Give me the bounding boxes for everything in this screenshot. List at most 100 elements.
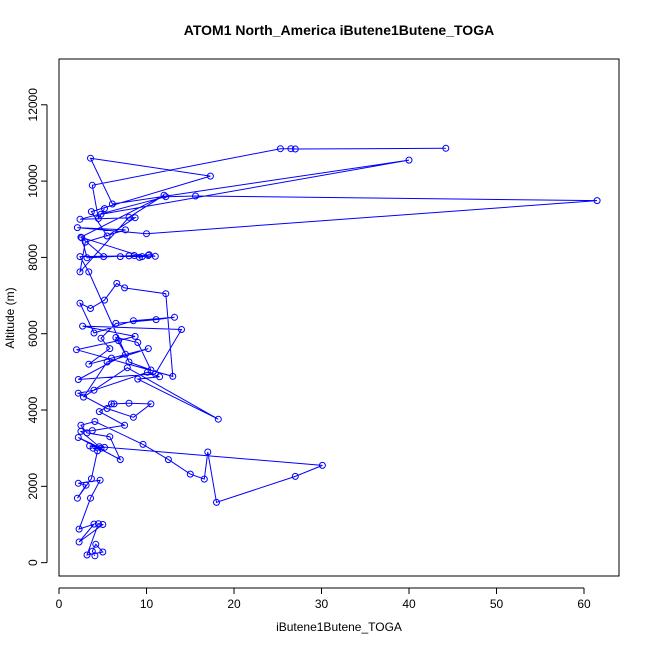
data-point: [213, 498, 220, 506]
data-point: [101, 205, 108, 213]
y-tick-label: 2000: [26, 473, 40, 500]
data-point: [186, 470, 194, 478]
chart-title: ATOM1 North_America iButene1Butene_TOGA: [184, 22, 494, 38]
data-point: [103, 358, 111, 366]
data-point: [130, 252, 138, 259]
data-point: [121, 284, 129, 292]
x-tick-label: 10: [140, 597, 154, 611]
data-point: [152, 316, 160, 324]
y-axis-label: Altitude (m): [3, 287, 17, 348]
data-point: [76, 215, 84, 223]
data-point: [77, 233, 85, 241]
data-point: [106, 345, 114, 353]
data-point: [99, 548, 107, 556]
data-point: [80, 393, 87, 401]
data-point: [112, 334, 120, 341]
data-point: [143, 230, 150, 238]
y-tick-label: 6000: [26, 320, 40, 347]
data-point: [89, 444, 97, 452]
data-point: [76, 299, 84, 307]
data-point: [88, 547, 96, 555]
data-point: [96, 476, 104, 484]
data-point: [162, 290, 170, 298]
data-point: [88, 181, 96, 189]
data-point: [85, 268, 93, 276]
y-tick-label: 8000: [26, 244, 40, 271]
data-point: [291, 472, 299, 480]
data-point: [92, 540, 100, 548]
data-point: [101, 443, 108, 451]
y-tick-label: 4000: [26, 396, 40, 423]
data-point: [82, 481, 90, 489]
data-point: [85, 360, 93, 368]
x-tick-label: 40: [402, 597, 416, 611]
data-point: [405, 156, 413, 164]
data-point: [87, 154, 94, 162]
data-point: [287, 145, 295, 153]
data-point: [147, 400, 155, 408]
data-point: [147, 366, 155, 374]
data-point: [125, 252, 133, 260]
data-point: [75, 538, 83, 546]
data-point: [116, 253, 124, 261]
data-point: [171, 313, 178, 321]
data-point: [106, 433, 114, 441]
data-point: [76, 253, 84, 261]
data-point: [139, 440, 147, 448]
x-tick-label: 0: [56, 597, 63, 611]
x-tick-label: 60: [577, 597, 591, 611]
data-point: [134, 339, 142, 346]
data-point: [103, 405, 111, 412]
data-point: [144, 345, 152, 353]
data-point: [160, 191, 168, 199]
data-point: [204, 448, 212, 456]
data-point: [162, 193, 170, 201]
data-point: [169, 372, 177, 380]
data-point: [214, 415, 222, 423]
data-point: [110, 400, 118, 408]
data-point: [95, 408, 103, 416]
data-point: [94, 520, 102, 528]
data-point: [125, 399, 133, 407]
data-point: [131, 332, 139, 340]
data-point: [87, 208, 95, 216]
data-point: [74, 434, 82, 441]
data-point: [131, 214, 139, 222]
data-point: [77, 427, 85, 435]
plot-frame: [58, 58, 620, 577]
data-point: [86, 442, 94, 450]
data-point: [143, 368, 151, 376]
data-point: [91, 418, 99, 425]
data-point: [87, 305, 94, 312]
data-point: [97, 334, 105, 342]
data-point: [87, 494, 94, 502]
data-point: [125, 358, 133, 366]
data-point: [87, 475, 95, 483]
data-point: [593, 197, 601, 205]
data-point: [276, 145, 284, 153]
data-point: [83, 254, 91, 262]
data-point: [121, 421, 129, 429]
data-point: [178, 326, 185, 333]
x-axis-label: iButene1Butene_TOGA: [276, 620, 402, 634]
data-point: [134, 375, 142, 383]
data-point: [103, 232, 111, 240]
data-point: [116, 456, 124, 464]
data-point: [97, 444, 105, 452]
data-point: [75, 525, 83, 533]
data-point: [95, 443, 103, 451]
data-point: [129, 413, 137, 421]
data-point: [73, 224, 81, 232]
data-point: [73, 494, 81, 502]
data-point: [108, 354, 115, 362]
data-point: [90, 386, 98, 394]
data-point: [138, 253, 146, 261]
x-tick-label: 30: [315, 597, 329, 611]
x-tick-label: 20: [227, 597, 241, 611]
data-point: [145, 251, 153, 259]
data-point: [108, 400, 115, 408]
data-point: [90, 520, 98, 528]
data-point: [122, 226, 129, 234]
